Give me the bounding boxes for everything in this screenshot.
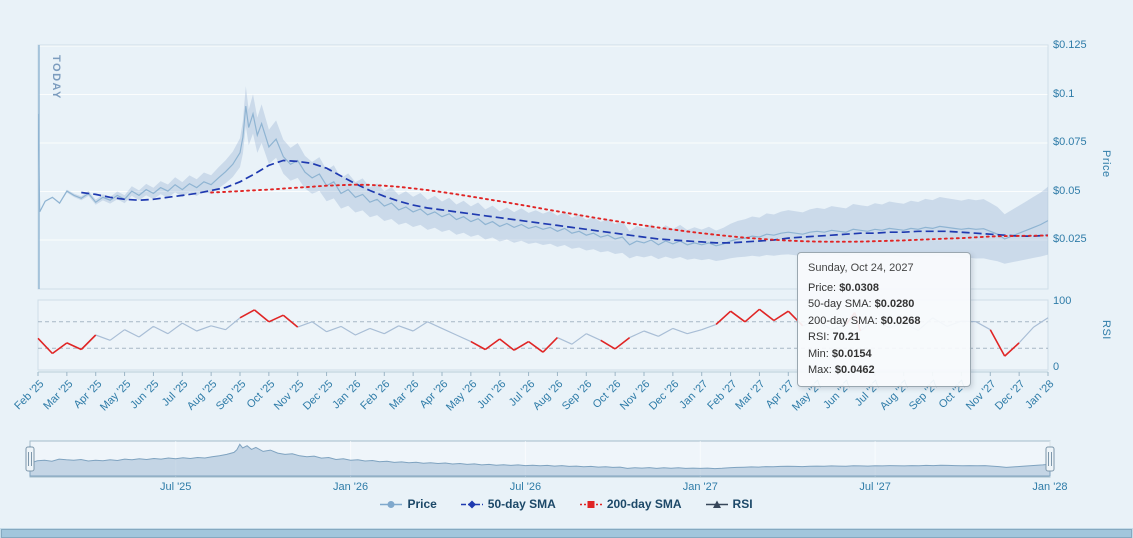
tooltip-row: 200-day SMA: $0.0268 [808,314,921,327]
navigator-axis-label: Jul '25 [159,481,192,493]
rsi-axis-tick-label: 100 [1053,295,1072,307]
legend-marker-icon [705,500,728,508]
tooltip-date: Sunday, Oct 24, 2027 [808,262,914,274]
navigator-axis-label: Jul '26 [509,481,542,493]
tooltip-row: 50-day SMA: $0.0280 [808,298,915,310]
navigator-axis-label: Jan '26 [332,481,369,493]
legend-marker-icon [380,500,403,508]
tooltip-row: Max: $0.0462 [808,364,875,376]
navigator-handle-right[interactable] [1044,447,1056,473]
legend: Price 50-day SMA 200-day SMA RSI [0,497,1133,511]
navigator-axis-label: Jan '27 [682,481,718,493]
rsi-axis-title: RSI [1100,320,1112,340]
legend-item-price[interactable]: Price [380,497,437,511]
scrollbar-thumb[interactable] [1,529,1132,538]
tooltip-row: Price: $0.0308 [808,281,879,294]
price-axis-tick-label: $0.025 [1053,233,1087,245]
rsi-axis-tick-label: 0 [1053,361,1060,373]
navigator[interactable] [30,441,1050,477]
legend-item-label: RSI [732,497,753,511]
legend-item-50-day-sma[interactable]: 50-day SMA [460,497,556,511]
horizontal-scrollbar[interactable] [0,528,1133,538]
legend-marker-icon [579,500,602,508]
tooltip-row: Min: $0.0154 [808,347,872,360]
price-axis-tick-label: $0.125 [1053,39,1087,51]
navigator-handle-left[interactable] [24,447,36,473]
legend-item-rsi[interactable]: RSI [705,497,753,511]
tooltip-row: RSI: 70.21 [808,331,860,343]
legend-item-label: Price [407,497,437,511]
price-axis-tick-label: $0.075 [1053,136,1087,148]
legend-item-label: 200-day SMA [606,497,682,511]
price-axis-tick-label: $0.1 [1053,87,1075,100]
price-axis-tick-label: $0.05 [1053,184,1081,197]
navigator-axis-label: Jul '27 [859,481,891,493]
legend-item-label: 50-day SMA [487,497,556,511]
today-label: TODAY [50,55,62,100]
price-axis-title: Price [1100,150,1112,178]
tooltip: Sunday, Oct 24, 2027 Price: $0.0308 50-d… [797,252,971,387]
navigator-axis-label: Jan '28 [1032,481,1068,493]
legend-item-200-day-sma[interactable]: 200-day SMA [579,497,682,511]
legend-marker-icon [460,500,483,508]
